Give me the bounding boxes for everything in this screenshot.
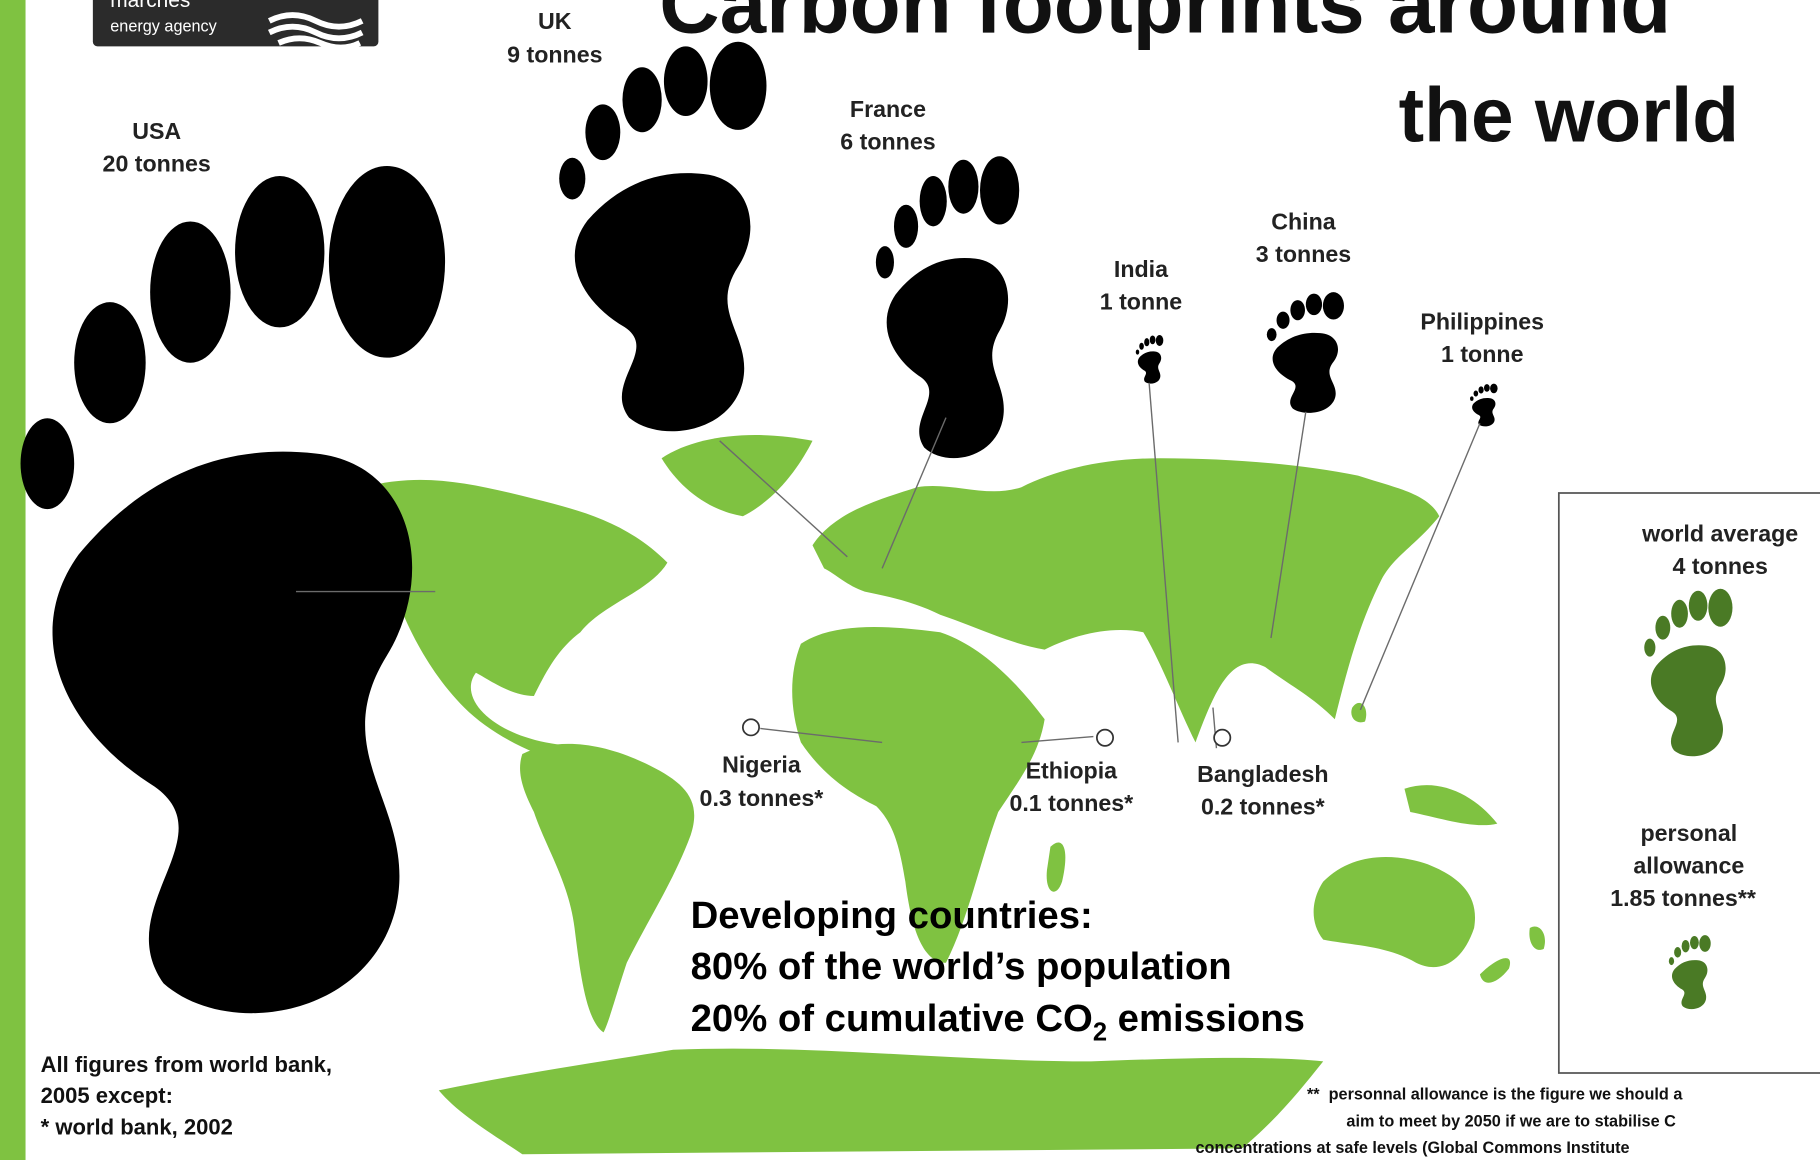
- footprint-uk: [559, 41, 767, 432]
- new-zealand: [1479, 926, 1545, 983]
- country-name: Ethiopia: [1026, 757, 1119, 783]
- country-amount: 1 tonne: [1100, 289, 1183, 315]
- country-amount: 9 tonnes: [507, 42, 602, 68]
- side-bar: [0, 0, 26, 1160]
- country-amount: 20 tonnes: [103, 151, 211, 177]
- country-name: China: [1271, 209, 1337, 235]
- source-line: 2005 except:: [41, 1083, 173, 1108]
- pointer-uk: [719, 440, 848, 558]
- legend-label: allowance: [1633, 852, 1744, 878]
- source-line: All figures from world bank,: [41, 1052, 332, 1077]
- country-name: India: [1114, 256, 1169, 282]
- country-name: France: [850, 96, 926, 122]
- footprint-average: [1644, 588, 1733, 757]
- footprint-philippines: [1470, 383, 1498, 427]
- country-name: Philippines: [1420, 308, 1544, 334]
- legend-amount: 1.85 tonnes**: [1610, 885, 1756, 911]
- source-line: * world bank, 2002: [41, 1114, 233, 1139]
- callout-text: emissions: [1107, 997, 1305, 1040]
- africa: [792, 627, 1045, 963]
- legend-footprints: [1644, 588, 1733, 1010]
- logo-tagline: energy agency: [110, 17, 217, 35]
- country-labels: USA 20 tonnes UK 9 tonnes France 6 tonne…: [103, 8, 1545, 819]
- country-name: Nigeria: [722, 752, 802, 778]
- footnote-line: concentrations at safe levels (Global Co…: [1196, 1139, 1630, 1157]
- footprint-china: [1266, 292, 1344, 413]
- footprint-usa: [20, 165, 446, 1014]
- country-amount: 0.3 tonnes*: [700, 785, 824, 811]
- pointer-ethiopia: [1021, 735, 1094, 744]
- pointer-france: [881, 417, 947, 569]
- antarctica: [438, 1048, 1324, 1155]
- pointer-india: [1148, 382, 1179, 743]
- country-amount: 6 tonnes: [840, 129, 935, 155]
- legend-box: [1557, 492, 1820, 1074]
- logo-waves: [267, 12, 364, 51]
- southeast-asia: [1351, 702, 1498, 826]
- greenland: [661, 435, 813, 517]
- pointer-nigeria: [760, 727, 883, 744]
- country-amount: 1 tonne: [1441, 341, 1524, 367]
- footnote-line: aim to meet by 2050 if we are to stabili…: [1346, 1112, 1676, 1130]
- marker-nigeria: [741, 718, 760, 737]
- footprint-france: [875, 156, 1020, 459]
- marker-ethiopia: [1096, 728, 1114, 747]
- logo-name: marches: [110, 0, 190, 12]
- country-amount: 0.2 tonnes*: [1201, 793, 1325, 819]
- callout-text: 20% of cumulative CO: [691, 997, 1093, 1040]
- country-amount: 3 tonnes: [1256, 241, 1351, 267]
- south-america: [520, 743, 695, 1033]
- callout-line: Developing countries:: [691, 894, 1093, 937]
- country-amount: 0.1 tonnes*: [1009, 790, 1133, 816]
- legend-label: world average: [1641, 521, 1798, 547]
- footnote-line: ** personnal allowance is the figure we …: [1307, 1086, 1683, 1104]
- country-name: Bangladesh: [1197, 761, 1328, 787]
- country-name: USA: [132, 118, 181, 144]
- legend-label: personal: [1640, 820, 1737, 846]
- world-map: [257, 435, 1545, 1155]
- marker-bangladesh: [1213, 728, 1232, 747]
- australia: [1313, 856, 1476, 968]
- footprint-allowance: [1668, 935, 1711, 1010]
- pointers: [295, 382, 1481, 749]
- title-line-2: the world: [1399, 74, 1739, 159]
- eurasia: [812, 458, 1440, 743]
- logo-box: [92, 0, 379, 47]
- pointer-china: [1270, 411, 1307, 639]
- legend-amount: 4 tonnes: [1672, 553, 1767, 579]
- title-line-1: Carbon footprints around: [659, 0, 1671, 50]
- callout-line: 20% of cumulative CO2 emissions: [691, 997, 1305, 1046]
- country-name: UK: [538, 8, 572, 34]
- footprint-india: [1135, 334, 1164, 384]
- pointer-philippines: [1359, 423, 1481, 711]
- madagascar: [1046, 842, 1066, 892]
- callout-line: 80% of the world’s population: [691, 945, 1232, 988]
- callout-subscript: 2: [1093, 1019, 1107, 1047]
